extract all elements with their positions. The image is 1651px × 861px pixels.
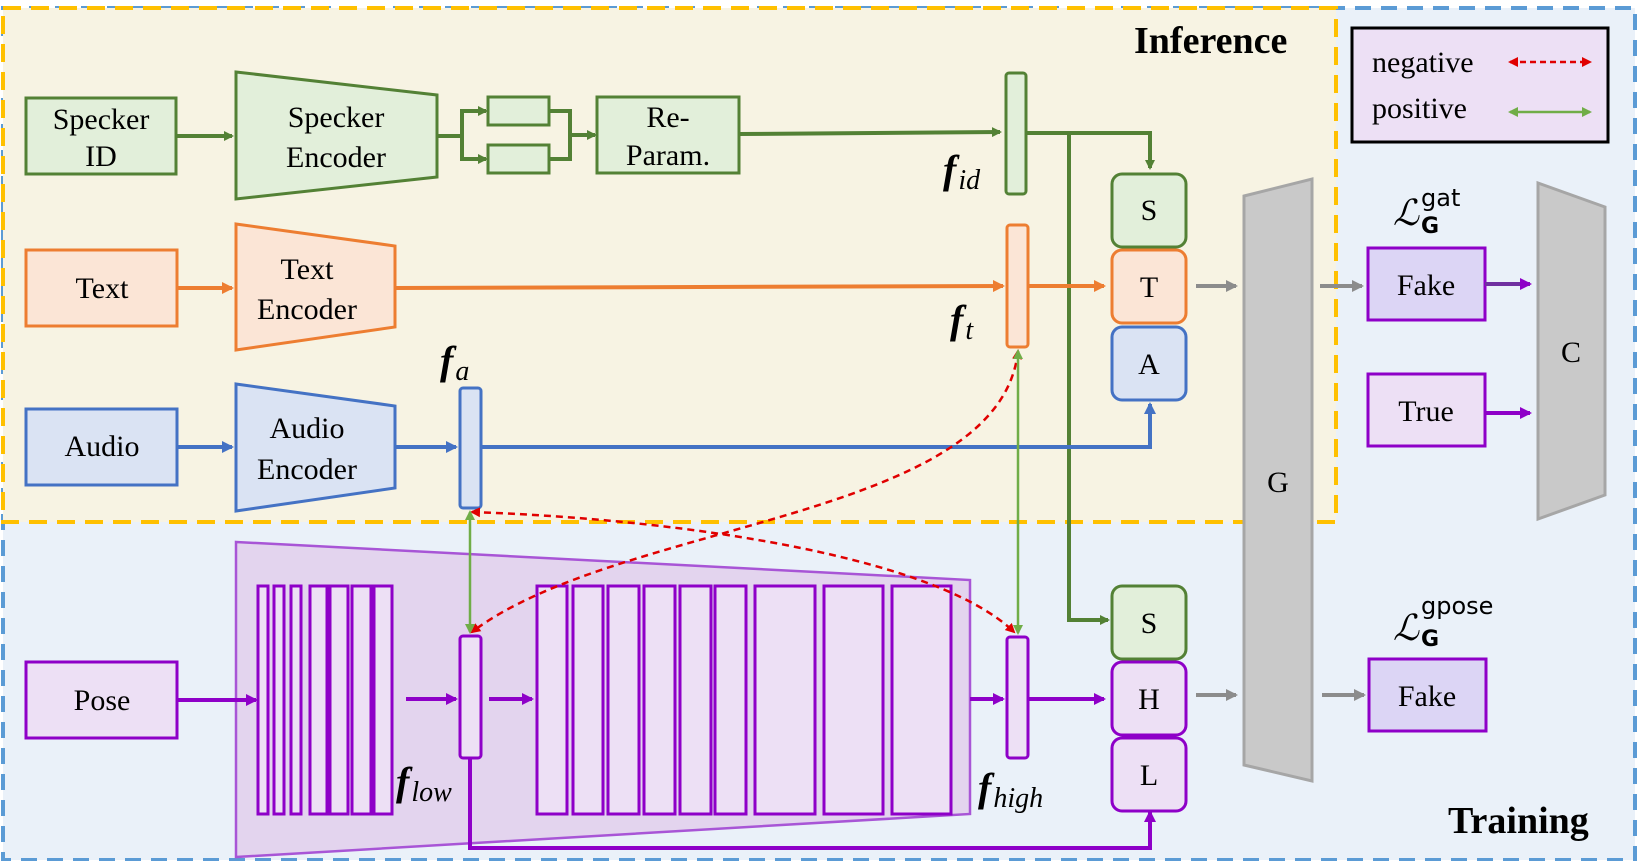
true-box [1366, 372, 1487, 448]
speaker-encoder-label-line1: Specker [288, 101, 385, 134]
pose-layer [350, 584, 373, 816]
true-label: True [1398, 395, 1454, 428]
loss-gat: ℒ gat G [1393, 184, 1460, 239]
concat-top-s [1110, 172, 1188, 249]
arrow-encoder-split [437, 109, 482, 161]
pose-input-label: Pose [74, 684, 131, 717]
loss-gpose-symbol: ℒ [1393, 608, 1420, 649]
pose-layer [606, 584, 641, 816]
pose-layer [372, 584, 394, 816]
loss-gpose: ℒ gpose G [1393, 592, 1493, 652]
sigma-box [486, 143, 551, 175]
reparam-box [595, 95, 741, 175]
pose-layer [328, 584, 350, 816]
pose-layer [642, 584, 677, 816]
text-input-box [24, 248, 179, 328]
concat-top-s-label: S [1141, 194, 1158, 227]
classifier-label: C [1561, 336, 1581, 369]
text-input-label: Text [76, 272, 130, 305]
fake-bottom-box [1367, 657, 1488, 733]
audio-encoder-label-line2: Encoder [257, 453, 357, 486]
f-high-label: fhigh [978, 765, 1043, 814]
pose-layer [272, 584, 286, 816]
f-t-bar [1005, 223, 1030, 349]
fake-top-box [1366, 246, 1487, 322]
pose-layer [822, 584, 885, 816]
concat-top-a-label: A [1138, 348, 1160, 381]
arrow-merge [549, 109, 590, 161]
pose-layer [571, 584, 605, 816]
mu-box [486, 95, 551, 127]
generator-label: G [1267, 466, 1289, 499]
speaker-id-label-line1: Specker [53, 103, 150, 136]
speaker-id-box [24, 96, 178, 176]
concat-bottom-s-label: S [1141, 607, 1158, 640]
fake-top-label: Fake [1397, 269, 1455, 302]
legend-positive-label: positive [1372, 92, 1467, 125]
loss-gpose-sup: gpose [1421, 592, 1493, 620]
text-encoder-label-line1: Text [281, 253, 335, 286]
audio-encoder-label-line1: Audio [270, 412, 345, 445]
reparam-label-line1: Re- [646, 101, 689, 134]
concat-bottom-h-label: H [1138, 683, 1160, 716]
pose-layer [753, 584, 817, 816]
concat-top-t [1110, 248, 1188, 325]
f-low-bar [458, 634, 483, 760]
concat-top-t-label: T [1140, 271, 1158, 304]
speaker-id-label-line2: ID [85, 140, 117, 173]
arrow-fid-to-s-bottom [1067, 133, 1110, 625]
concat-bottom-s [1110, 584, 1188, 661]
f-t-label: ft [950, 297, 974, 346]
text-encoder [234, 222, 397, 352]
pose-layer [308, 584, 329, 816]
arrow-flow-to-l [468, 758, 1156, 850]
f-id-label: fid [943, 147, 981, 196]
speaker-encoder-label-line2: Encoder [286, 141, 386, 174]
negative-arrow-ft-to-flow [470, 349, 1023, 634]
f-low-label: flow [396, 759, 452, 808]
training-title: Training [1448, 800, 1589, 842]
pose-low-layers [256, 584, 394, 816]
reparam-label-line2: Param. [626, 139, 710, 172]
concat-bottom-l-label: L [1140, 759, 1158, 792]
f-a-label: fa [440, 338, 469, 387]
loss-gpose-sub: G [1421, 627, 1439, 652]
audio-encoder [234, 382, 397, 513]
concat-bottom-h [1110, 660, 1188, 737]
classifier-c [1536, 180, 1607, 522]
arrow-text-encoder-to-ft [394, 280, 1005, 293]
concat-top-a [1110, 325, 1188, 402]
loss-gat-symbol: ℒ [1393, 193, 1420, 234]
generator-g [1242, 177, 1314, 783]
text-encoder-label-line2: Encoder [257, 293, 357, 326]
pose-layer [289, 584, 303, 816]
pose-layer [535, 584, 569, 816]
fake-bottom-label: Fake [1398, 680, 1456, 713]
legend-negative-label: negative [1372, 46, 1474, 79]
audio-input-label: Audio [65, 430, 140, 463]
f-id-bar [1004, 71, 1028, 196]
audio-input-box [24, 407, 179, 487]
pose-layer [713, 584, 748, 816]
concat-bottom-l [1110, 736, 1188, 813]
loss-gat-sub: G [1421, 214, 1439, 239]
f-a-bar [458, 386, 483, 510]
pose-layer [678, 584, 713, 816]
legend: negative positive [1350, 26, 1610, 144]
legend-box [1350, 26, 1610, 144]
speaker-encoder [234, 70, 439, 201]
arrow-reparam-to-fid [738, 127, 1002, 138]
loss-gat-sup: gat [1421, 184, 1460, 212]
pose-layer [890, 584, 953, 816]
f-high-bar [1005, 635, 1030, 760]
pose-layer [256, 584, 270, 816]
inference-title: Inference [1134, 20, 1287, 62]
